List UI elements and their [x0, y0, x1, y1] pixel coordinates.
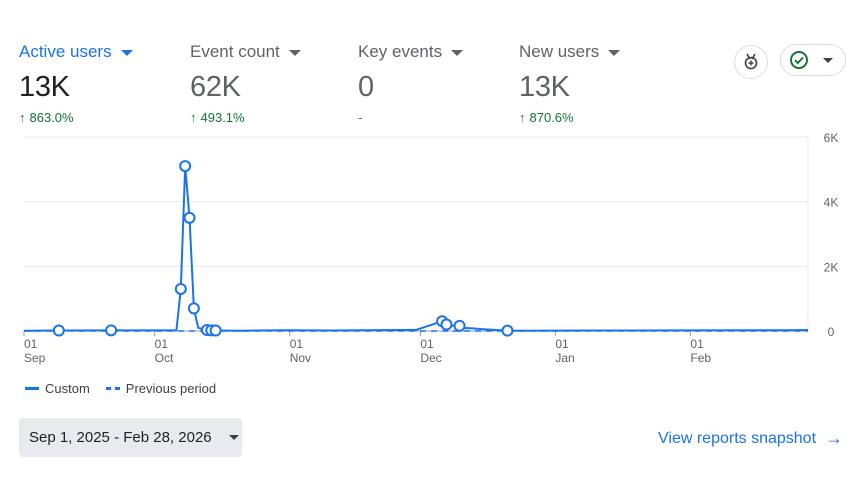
chevron-down-icon [608, 50, 621, 56]
x-tick-day-label: 01 [290, 337, 304, 351]
metric-value: 13K [19, 71, 70, 103]
status-dropdown-button[interactable] [780, 44, 846, 76]
view-reports-snapshot-link[interactable]: View reports snapshot → [658, 428, 843, 449]
metric-event-count-header[interactable]: Event count [190, 42, 301, 62]
metric-value: 0 [358, 71, 374, 103]
x-tick-month-label: Jan [555, 351, 574, 365]
metric-label: Key events [358, 42, 443, 61]
series-line-current [23, 165, 809, 332]
metric-change: - [358, 110, 463, 125]
legend-swatch-current [25, 387, 39, 390]
x-tick-month-label: Dec [420, 351, 441, 365]
data-point [440, 318, 453, 331]
x-tick-day-label: 01 [690, 337, 704, 351]
chevron-down-icon [288, 50, 301, 56]
arrow-right-icon: → [825, 428, 844, 448]
metric-change-value: 863.0% [29, 110, 74, 125]
data-point [183, 211, 196, 224]
x-tick-day-label: 01 [420, 337, 434, 351]
data-point [52, 324, 65, 337]
metric-active-users-header[interactable]: Active users [19, 42, 133, 62]
x-tick-day-label: 01 [555, 337, 569, 351]
metric-event-count[interactable]: Event count 62K ↑ 493.1% [190, 42, 301, 125]
metric-new-users-header[interactable]: New users [519, 42, 621, 62]
metric-value: 13K [519, 71, 570, 103]
metric-key-events[interactable]: Key events 0 - [358, 42, 464, 125]
x-tick-month-label: Oct [155, 351, 174, 365]
metric-change-value: 493.1% [200, 110, 245, 125]
x-tick-day-label: 01 [155, 337, 169, 351]
data-point [179, 160, 192, 173]
y-tick-label: 2K [824, 260, 839, 274]
data-point [453, 319, 466, 332]
y-tick-label: 6K [824, 131, 839, 145]
legend-label-previous: Previous period [125, 381, 217, 396]
arrow-up-icon: ↑ [190, 110, 197, 125]
x-tick-month-label: Nov [290, 351, 311, 365]
x-tick-month-label: Feb [690, 351, 711, 365]
arrow-up-icon: ↑ [519, 110, 526, 125]
date-range-label: Sep 1, 2025 - Feb 28, 2026 [29, 429, 212, 446]
date-range-button[interactable]: Sep 1, 2025 - Feb 28, 2026 [19, 418, 242, 457]
chart-legend: Custom Previous period [25, 381, 216, 396]
x-tick-month-label: Sep [24, 351, 46, 365]
data-point [187, 302, 200, 315]
metric-change: ↑ 493.1% [190, 110, 301, 125]
arrow-up-icon: ↑ [19, 110, 26, 125]
data-point [501, 324, 514, 337]
insights-badge-icon [744, 53, 758, 70]
x-tick-day-label: 01 [24, 337, 38, 351]
metric-label: Event count [190, 42, 280, 61]
chevron-down-icon [451, 50, 464, 56]
y-tick-label: 0 [828, 325, 835, 339]
metric-change-value: 870.6% [529, 110, 574, 125]
data-point [209, 324, 222, 337]
chevron-down-icon [228, 435, 239, 440]
check-circle-icon [790, 51, 808, 69]
metric-change-value: - [358, 110, 363, 125]
legend-label-current: Custom [45, 381, 90, 396]
metric-new-users[interactable]: New users 13K ↑ 870.6% [519, 42, 621, 125]
chevron-down-icon [120, 50, 133, 56]
metric-label: New users [519, 42, 600, 61]
metric-label: Active users [19, 42, 112, 61]
metric-value: 62K [190, 71, 241, 103]
metric-change: ↑ 870.6% [519, 110, 620, 125]
metric-key-events-header[interactable]: Key events [358, 42, 464, 62]
insights-button[interactable] [734, 45, 768, 79]
chevron-down-icon [823, 57, 833, 63]
data-point [105, 324, 118, 337]
snapshot-link-label: View reports snapshot [658, 429, 817, 447]
legend-swatch-previous [105, 387, 120, 390]
metric-active-users[interactable]: Active users 13K ↑ 863.0% [19, 42, 133, 125]
data-point [174, 282, 187, 295]
metric-change: ↑ 863.0% [19, 110, 133, 125]
y-tick-label: 4K [824, 196, 839, 210]
